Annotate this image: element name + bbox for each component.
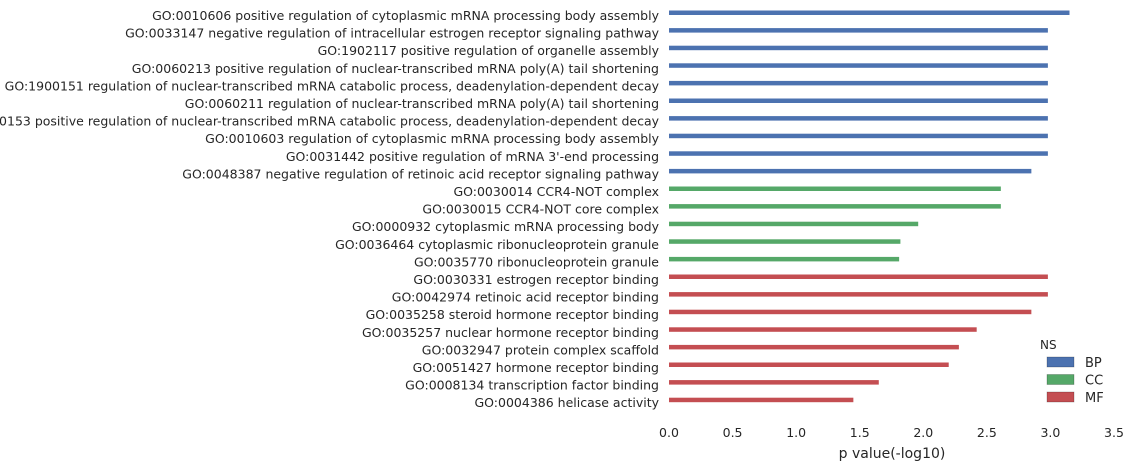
y-tick-label: GO:0004386 helicase activity	[474, 395, 659, 410]
y-tick-label: GO:0030014 CCR4-NOT complex	[453, 184, 659, 199]
x-tick-label: 3.0	[1040, 425, 1060, 440]
legend-label: MF	[1085, 391, 1104, 406]
legend-swatch	[1046, 374, 1075, 385]
y-tick-label: GO:0042974 retinoic acid receptor bindin…	[392, 290, 659, 305]
bar	[669, 274, 1048, 279]
y-tick-label: GO:0032947 protein complex scaffold	[422, 342, 659, 357]
bar	[669, 80, 1048, 86]
x-tick-label: 2.0	[913, 425, 933, 440]
y-tick-label: GO:0035258 steroid hormone receptor bind…	[366, 307, 659, 322]
legend-title: NS	[1040, 338, 1057, 352]
legend-swatch	[1046, 356, 1075, 368]
y-tick-label: GO:1902117 positive regulation of organe…	[318, 43, 660, 58]
y-tick-label: GO:0031442 positive regulation of mRNA 3…	[286, 149, 659, 164]
x-tick-label: 2.5	[977, 425, 997, 440]
bar	[669, 397, 854, 403]
y-tick-label: GO:0000932 cytoplasmic mRNA processing b…	[352, 219, 660, 234]
bar	[669, 292, 1048, 297]
bar	[669, 151, 1048, 156]
y-tick-label: GO:0035770 ribonucleoprotein granule	[414, 254, 659, 269]
y-tick-label: GO:1900153 positive regulation of nuclea…	[0, 114, 660, 129]
x-tick-label: 0.0	[659, 425, 679, 440]
bar	[669, 309, 1032, 315]
bar	[669, 239, 901, 244]
x-tick-label: 1.0	[786, 425, 806, 440]
y-tick-label: GO:0060213 positive regulation of nuclea…	[132, 61, 659, 76]
y-tick-label: GO:0010603 regulation of cytoplasmic mRN…	[205, 131, 659, 146]
y-tick-label: GO:0035257 nuclear hormone receptor bind…	[362, 325, 659, 340]
x-tick-label: 1.5	[850, 425, 870, 440]
bar	[669, 344, 959, 350]
y-tick-label: GO:0048387 negative regulation of retino…	[182, 166, 659, 181]
legend: NS BP CC MF	[1040, 338, 1104, 406]
bar	[669, 221, 919, 227]
y-tick-label: GO:0060211 regulation of nuclear-transcr…	[185, 96, 659, 111]
y-tick-label: GO:0030015 CCR4-NOT core complex	[422, 202, 659, 217]
bar	[669, 204, 1001, 209]
bar	[669, 256, 900, 262]
bar	[669, 380, 879, 385]
bar	[669, 116, 1048, 121]
bar	[669, 10, 1070, 15]
y-tick-label: GO:0051427 hormone receptor binding	[413, 360, 659, 375]
bar	[669, 186, 1001, 191]
y-tick-label: GO:0036464 cytoplasmic ribonucleoprotein…	[335, 237, 659, 252]
x-tick-label: 0.5	[723, 425, 743, 440]
y-tick-label: GO:0010606 positive regulation of cytopl…	[152, 8, 659, 23]
x-tick-label: 3.5	[1104, 425, 1124, 440]
legend-label: BP	[1085, 356, 1102, 371]
bar	[669, 45, 1048, 51]
bar	[669, 28, 1048, 33]
y-tick-label: GO:0033147 negative regulation of intrac…	[125, 26, 659, 41]
y-tick-label: GO:1900151 regulation of nuclear-transcr…	[5, 78, 660, 93]
y-tick-label: GO:0030331 estrogen receptor binding	[413, 272, 659, 287]
x-axis-label: p value(-log10)	[839, 446, 946, 462]
y-tick-label: GO:0008134 transcription factor binding	[405, 378, 659, 393]
bar	[669, 98, 1048, 103]
bar	[669, 327, 977, 332]
bar	[669, 63, 1048, 68]
legend-swatch	[1046, 391, 1075, 403]
legend-label: CC	[1085, 374, 1103, 389]
bar	[669, 168, 1032, 174]
bar	[669, 133, 1048, 139]
bar	[669, 362, 949, 367]
